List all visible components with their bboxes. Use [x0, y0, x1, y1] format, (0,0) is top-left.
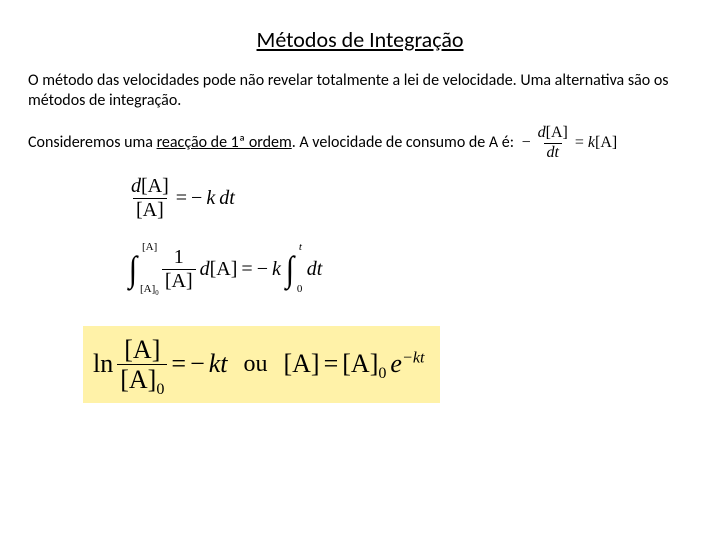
equation-3-left: ln [A] [A]0 = −kt [93, 336, 228, 394]
numerator: [A] [121, 336, 163, 364]
integral-left: ∫ [A] [A]0 [128, 247, 138, 291]
equation-1: d[A] [A] = −kdt [128, 176, 235, 221]
paragraph-2-underline: reacção de 1ª ordem [157, 133, 292, 152]
fraction: d[A] [A] [128, 176, 172, 221]
equals-sign: = [324, 349, 339, 379]
dt: dt [219, 187, 235, 210]
numerator: 1 [171, 247, 187, 269]
numerator: d[A] [535, 125, 571, 143]
minus-sign: − [522, 134, 531, 151]
fraction: d[A] dt [535, 125, 571, 162]
rate-equation-inline: − d[A] dt = k[A] [522, 125, 618, 162]
equations-block: d[A] [A] = −kdt ∫ [A] [A]0 1 [A] d[A] [128, 176, 692, 404]
equals-sign: = [241, 258, 252, 281]
equation-2-row: ∫ [A] [A]0 1 [A] d[A] = −k ∫ t 0 dt [128, 247, 692, 292]
minus-sign: − [190, 349, 205, 379]
dA: d[A] [200, 258, 238, 281]
denominator: [A] [133, 198, 167, 221]
ou-separator: ou [244, 351, 268, 378]
paragraph-2-c: . A velocidade de consumo de A é: [292, 133, 514, 152]
dt: dt [307, 258, 323, 281]
paragraph-2-a: Consideremos uma [28, 133, 157, 152]
equation-2: ∫ [A] [A]0 1 [A] d[A] = −k ∫ t 0 dt [128, 247, 322, 292]
equation-3-right: [A] = [A]0 e−kt [284, 349, 425, 379]
highlight-box: ln [A] [A]0 = −kt ou [A] = [A]0 e−kt [83, 326, 440, 404]
equation-3-row: ln [A] [A]0 = −kt ou [A] = [A]0 e−kt [83, 318, 692, 404]
denominator: dt [544, 143, 562, 162]
fraction: [A] [A]0 [117, 336, 167, 394]
equation-1-row: d[A] [A] = −kdt [128, 176, 692, 221]
integral-icon: ∫ [286, 251, 294, 287]
slide-title: Métodos de Integração [28, 26, 692, 53]
integral-upper: t [299, 241, 302, 253]
numerator: d[A] [128, 176, 172, 198]
k: k [272, 258, 281, 281]
denominator: [A] [162, 269, 196, 292]
concentration-A: [A] [595, 134, 617, 151]
minus-sign: − [191, 187, 202, 210]
equals-sign: = [575, 134, 584, 151]
paragraph-1: O método das velocidades pode não revela… [28, 71, 692, 111]
integral-lower: [A]0 [140, 283, 159, 295]
ln: ln [93, 349, 113, 379]
concentration-A: [A] [284, 349, 320, 379]
equals-sign: = [176, 187, 187, 210]
concentration-A0: [A]0 [342, 349, 386, 379]
integral-lower: 0 [297, 283, 303, 295]
k: k [206, 187, 215, 210]
minus-sign: − [257, 258, 268, 281]
exponent: −kt [402, 350, 425, 367]
k: k [588, 134, 595, 151]
e: e−kt [390, 349, 424, 379]
integral-right: ∫ t 0 [285, 247, 295, 291]
fraction: 1 [A] [162, 247, 196, 292]
integral-upper: [A] [142, 241, 157, 253]
integral-icon: ∫ [129, 251, 137, 287]
slide: Métodos de Integração O método das veloc… [0, 0, 720, 540]
kt: kt [209, 349, 228, 379]
equals-sign: = [171, 349, 186, 379]
denominator: [A]0 [117, 364, 167, 393]
paragraph-2: Consideremos uma reacção de 1ª ordem. A … [28, 125, 692, 162]
